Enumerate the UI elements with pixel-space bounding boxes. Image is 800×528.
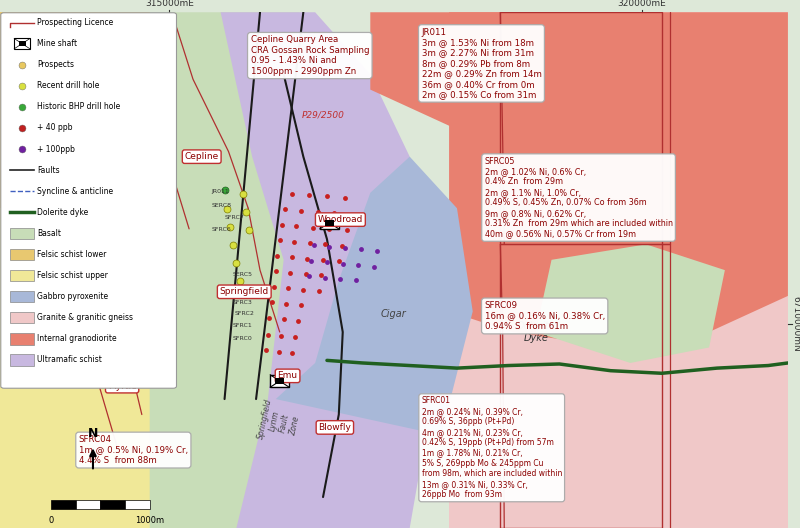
Polygon shape — [276, 157, 473, 435]
Bar — [270, 375, 289, 387]
Text: SFRC3: SFRC3 — [233, 299, 252, 305]
Text: JR011: JR011 — [211, 188, 229, 194]
Text: SFRC1: SFRC1 — [233, 323, 252, 328]
Text: SFRC04
1m @ 0.5% Ni, 0.19% Cr,
4.4% S  from 88m: SFRC04 1m @ 0.5% Ni, 0.19% Cr, 4.4% S fr… — [78, 435, 188, 465]
Text: Recent drill hole: Recent drill hole — [37, 81, 99, 90]
Polygon shape — [370, 12, 670, 157]
Text: Cigar: Cigar — [381, 309, 407, 319]
Text: SFRC4: SFRC4 — [233, 287, 252, 292]
Text: 320000mE: 320000mE — [618, 0, 666, 8]
Text: Springfield: Springfield — [220, 287, 269, 296]
Text: SERC8: SERC8 — [211, 203, 231, 208]
Text: Syncline & anticline: Syncline & anticline — [37, 187, 113, 196]
Polygon shape — [0, 12, 170, 528]
Text: Prospects: Prospects — [37, 60, 74, 69]
Polygon shape — [221, 12, 442, 528]
Polygon shape — [449, 12, 788, 347]
Text: Dolerite
Dyke: Dolerite Dyke — [516, 321, 555, 343]
Bar — [500, 12, 662, 528]
Polygon shape — [0, 12, 150, 208]
Bar — [10, 228, 34, 239]
Bar — [10, 249, 34, 260]
Text: Felsic schist lower: Felsic schist lower — [37, 250, 106, 259]
Polygon shape — [150, 12, 362, 528]
Bar — [10, 354, 34, 365]
Text: 6710000mN: 6710000mN — [792, 296, 800, 352]
Bar — [18, 41, 26, 46]
Bar — [51, 500, 76, 510]
Bar — [449, 12, 788, 528]
Text: SFRC01
2m @ 0.24% Ni, 0.39% Cr,
0.69% S, 36ppb (Pt+Pd)
4m @ 0.21% Ni, 0.23% Cr,
: SFRC01 2m @ 0.24% Ni, 0.39% Cr, 0.69% S,… — [422, 397, 562, 499]
Text: Myrtle: Myrtle — [108, 382, 137, 391]
Bar — [10, 291, 34, 303]
Text: Dolerite dyke: Dolerite dyke — [37, 208, 88, 217]
Bar — [14, 39, 30, 49]
Bar — [275, 378, 285, 384]
FancyBboxPatch shape — [1, 13, 177, 388]
Text: SERC5: SERC5 — [233, 272, 253, 277]
Text: Felsic schist upper: Felsic schist upper — [37, 271, 108, 280]
Text: Granite & granitic gneiss: Granite & granitic gneiss — [37, 313, 133, 322]
Polygon shape — [536, 244, 725, 363]
Text: + 100ppb: + 100ppb — [37, 145, 75, 154]
Text: Prospecting Licence: Prospecting Licence — [37, 18, 114, 27]
Text: 315000mE: 315000mE — [145, 0, 194, 8]
Text: Historic BHP drill hole: Historic BHP drill hole — [37, 102, 120, 111]
Text: Springfield
Lynm
Fault
Zone: Springfield Lynm Fault Zone — [256, 398, 304, 447]
Text: SFRC6: SFRC6 — [211, 228, 231, 232]
Bar — [10, 270, 34, 281]
Text: Emu: Emu — [278, 371, 298, 380]
Text: Blowfly: Blowfly — [318, 423, 351, 432]
Text: Woodroad: Woodroad — [318, 215, 363, 224]
Text: Basalt: Basalt — [37, 229, 61, 238]
Text: P29/2500: P29/2500 — [302, 111, 345, 120]
Text: SFRC0: SFRC0 — [233, 336, 252, 341]
Text: Faults: Faults — [37, 166, 60, 175]
Text: SFRC09
16m @ 0.16% Ni, 0.38% Cr,
0.94% S  from 61m: SFRC09 16m @ 0.16% Ni, 0.38% Cr, 0.94% S… — [485, 301, 605, 331]
Text: SFRC7: SFRC7 — [225, 215, 245, 220]
Bar — [76, 500, 101, 510]
Text: Gabbro pyroxenite: Gabbro pyroxenite — [37, 292, 108, 301]
Bar — [10, 312, 34, 324]
Bar — [10, 333, 34, 344]
Text: SFRC05
2m @ 1.02% Ni, 0.6% Cr,
0.4% Zn  from 29m
2m @ 1.1% Ni, 1.0% Cr,
0.49% S,: SFRC05 2m @ 1.02% Ni, 0.6% Cr, 0.4% Zn f… — [485, 157, 673, 239]
Text: JR011
3m @ 1.53% Ni from 18m
3m @ 2.27% Ni from 31m
8m @ 0.29% Pb from 8m
22m @ : JR011 3m @ 1.53% Ni from 18m 3m @ 2.27% … — [422, 28, 542, 99]
Text: N: N — [88, 427, 98, 440]
Text: 0: 0 — [49, 516, 54, 525]
Text: 1000m: 1000m — [135, 516, 164, 525]
Bar — [101, 500, 125, 510]
Text: Internal granodiorite: Internal granodiorite — [37, 334, 117, 343]
Text: Cepline: Cepline — [185, 152, 219, 161]
Bar — [320, 216, 338, 229]
Text: Cepline Quarry Area
CRA Gossan Rock Sampling
0.95 - 1.43% Ni and
1500ppm - 2990p: Cepline Quarry Area CRA Gossan Rock Samp… — [250, 35, 369, 76]
Text: SFRC2: SFRC2 — [234, 312, 254, 316]
Text: Ultramafic schist: Ultramafic schist — [37, 355, 102, 364]
Bar — [125, 500, 150, 510]
Text: + 40 ppb: + 40 ppb — [37, 124, 73, 133]
Text: Mine shaft: Mine shaft — [37, 39, 77, 48]
Bar — [325, 220, 334, 226]
